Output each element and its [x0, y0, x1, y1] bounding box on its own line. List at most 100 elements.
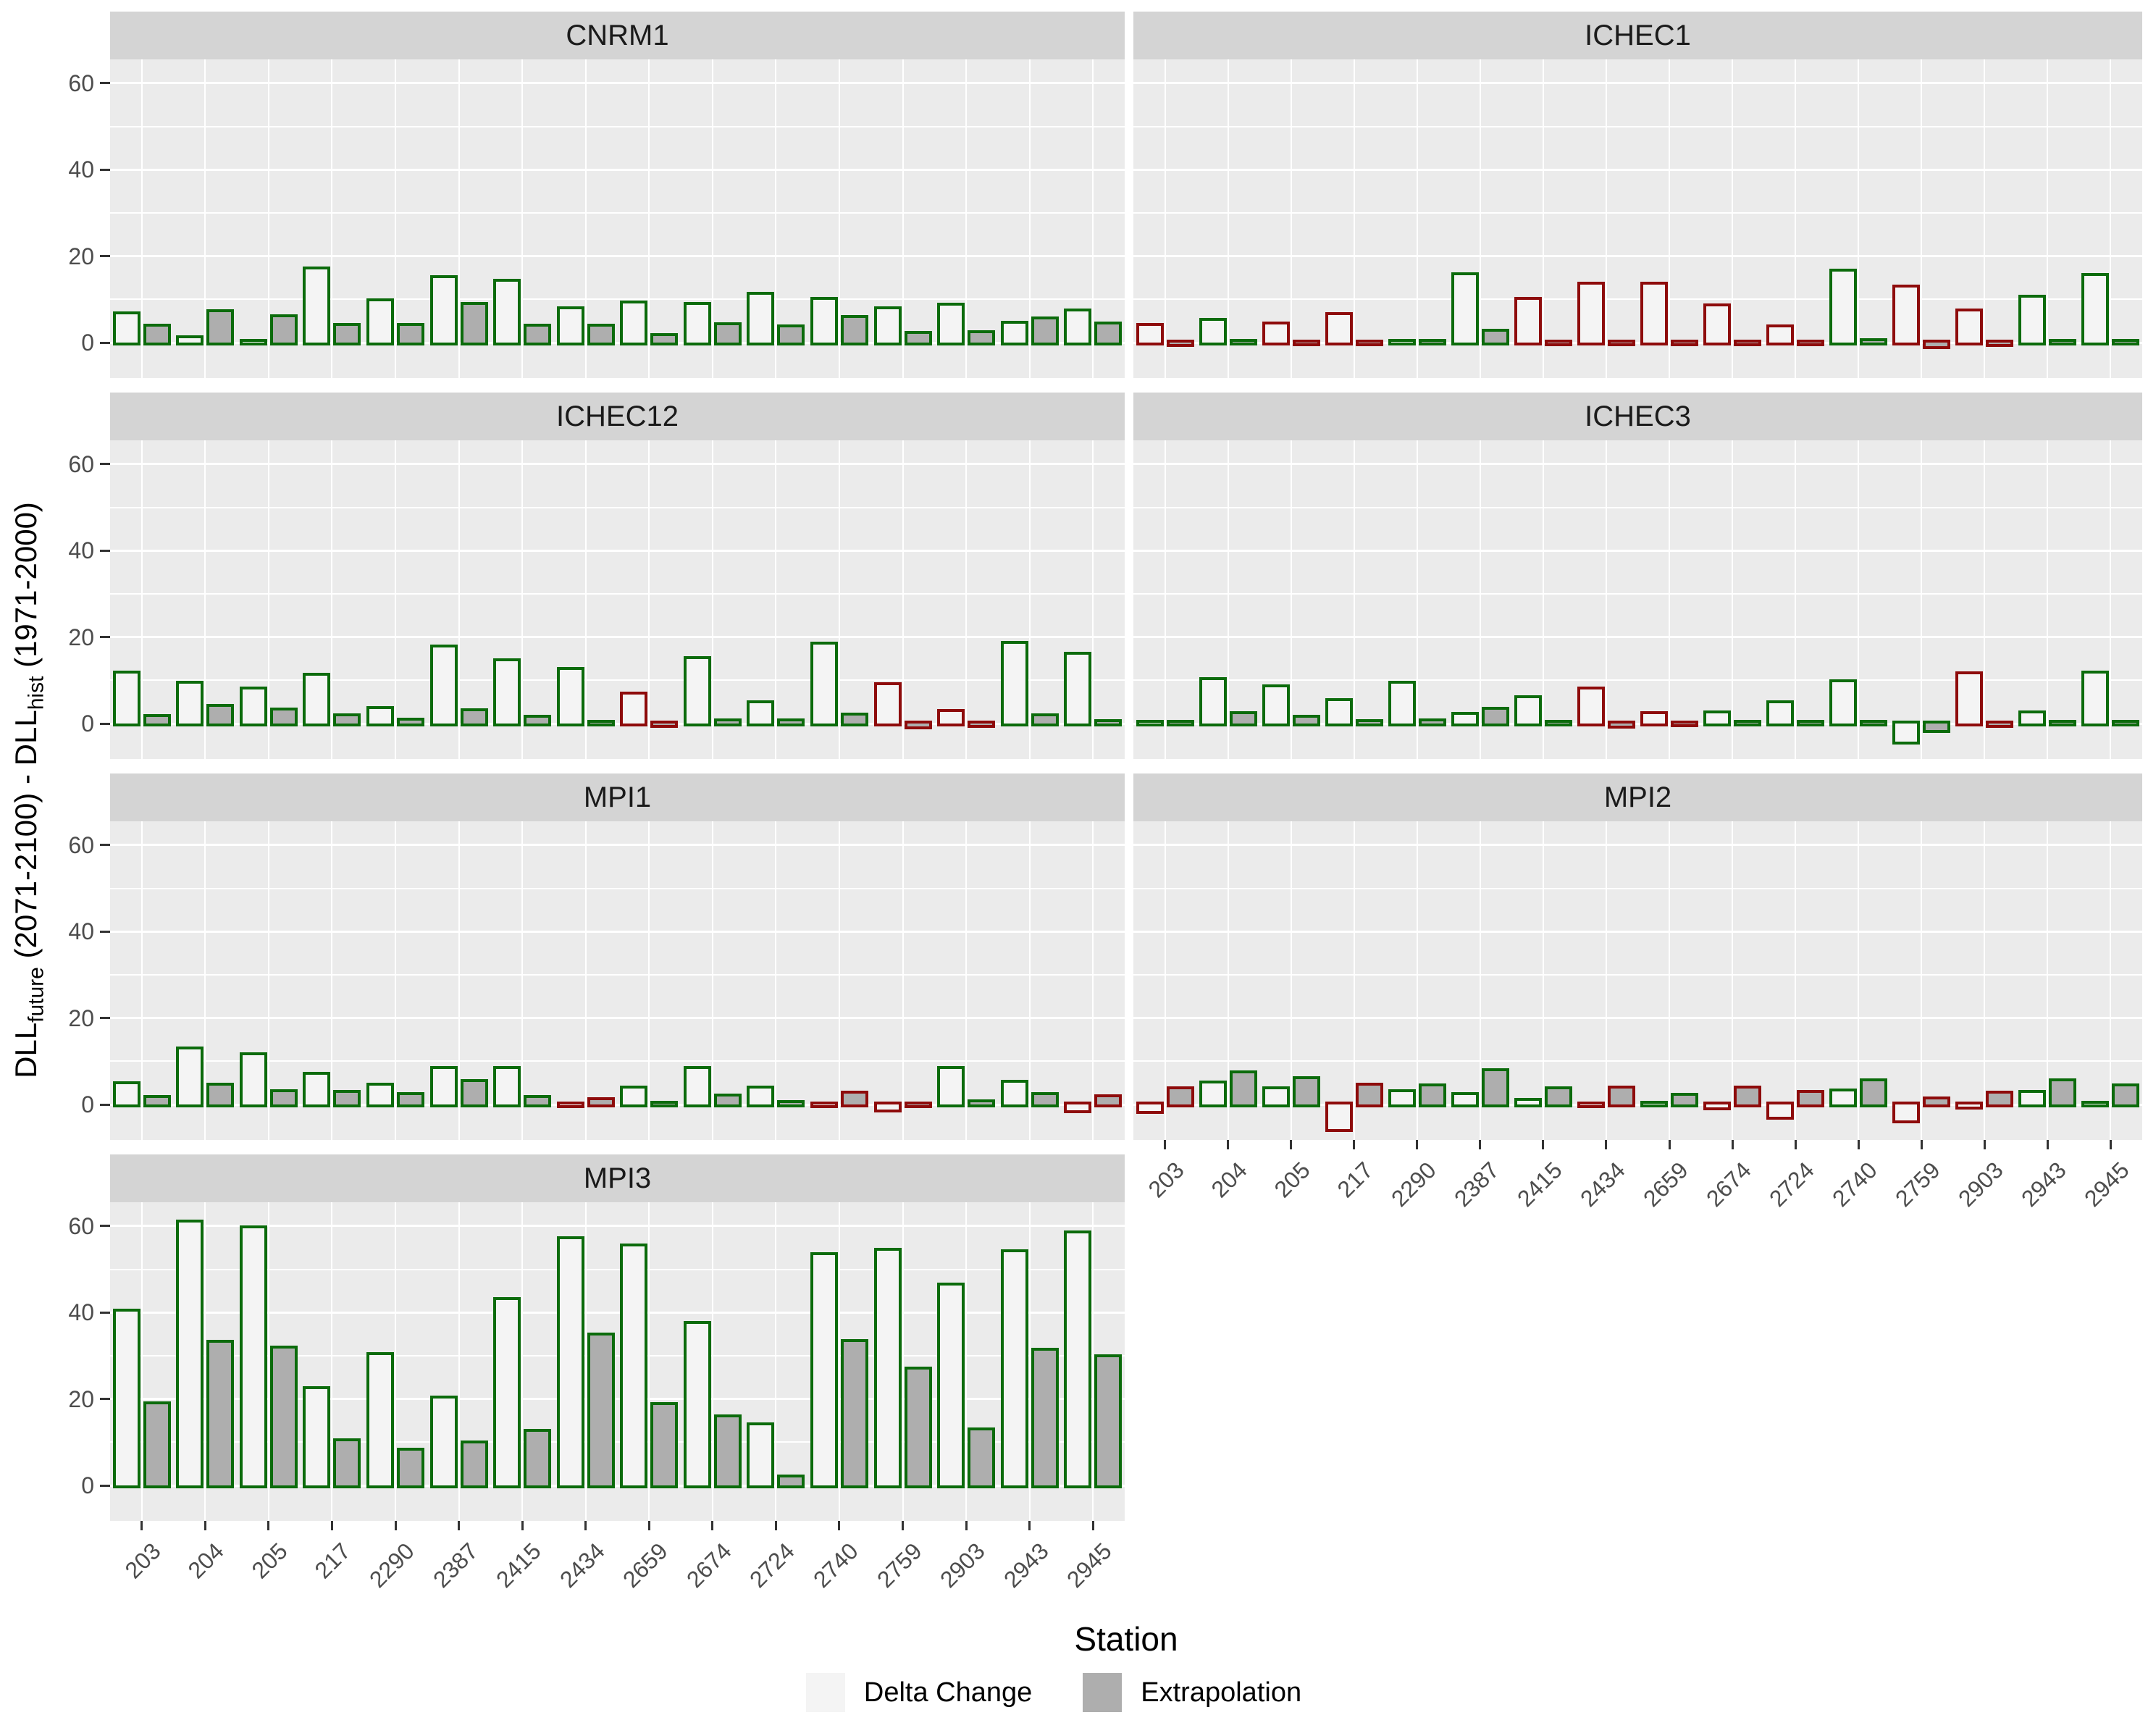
gridline-vertical: [141, 440, 143, 759]
bar-extrap-2415: [1545, 1086, 1572, 1107]
bar-delta-2387: [430, 275, 458, 345]
bar-extrap-203: [1167, 1086, 1194, 1107]
bar-extrap-203: [143, 324, 171, 345]
bar-extrap-2415: [524, 715, 551, 726]
gridline-vertical: [902, 59, 904, 378]
legend: Delta Change Extrapolation: [0, 1673, 2107, 1712]
gridline-vertical: [2110, 821, 2111, 1140]
bar-delta-2674: [684, 302, 711, 345]
gridline-vertical: [204, 1202, 206, 1521]
bar-delta-2903: [937, 709, 965, 726]
bar-delta-217: [303, 1386, 330, 1488]
gridline-major: [1133, 723, 2142, 725]
bar-extrap-205: [270, 708, 298, 726]
y-tick-label: 20: [68, 1005, 94, 1031]
bar-extrap-203: [1167, 720, 1194, 726]
bar-delta-2943: [1001, 1080, 1028, 1107]
bar-extrap-2903: [968, 1427, 995, 1488]
gridline-vertical: [775, 59, 776, 378]
bar-extrap-2759: [905, 1102, 932, 1108]
gridline-vertical: [712, 821, 713, 1140]
bar-delta-204: [176, 1220, 204, 1488]
x-tick: [1669, 1140, 1671, 1149]
bar-extrap-2434: [1608, 721, 1635, 729]
gridline-major: [110, 723, 1125, 725]
gridline-minor: [1133, 212, 2142, 214]
legend-swatch-delta-change: [805, 1673, 845, 1712]
y-tick-label: 40: [68, 918, 94, 944]
gridline-major: [110, 255, 1125, 257]
bar-extrap-2759: [905, 331, 932, 345]
gridline-vertical: [1228, 821, 1229, 1140]
gridline-vertical: [902, 1202, 904, 1521]
gridline-vertical: [458, 59, 460, 378]
gridline-vertical: [1984, 440, 1985, 759]
bar-extrap-217: [333, 1438, 361, 1488]
gridline-vertical: [1354, 59, 1355, 378]
gridline-vertical: [331, 440, 332, 759]
y-tick-label: 60: [68, 832, 94, 858]
y-tick: [100, 636, 110, 638]
gridline-vertical: [648, 1202, 650, 1521]
bar-extrap-2740: [841, 1339, 868, 1488]
x-tick: [1732, 1140, 1734, 1149]
bar-delta-2945: [1064, 1102, 1091, 1113]
bar-extrap-2659: [650, 1101, 678, 1107]
bar-delta-204: [176, 1047, 204, 1107]
gridline-vertical: [1858, 59, 1859, 378]
gridline-minor: [110, 593, 1125, 595]
x-tick: [1227, 1140, 1229, 1149]
gridline-vertical: [1858, 440, 1859, 759]
bar-extrap-2290: [397, 718, 424, 726]
gridline-major: [1133, 1104, 2142, 1106]
gridline-vertical: [585, 440, 587, 759]
bar-extrap-2434: [1608, 1086, 1635, 1107]
bar-delta-217: [1325, 1102, 1353, 1132]
gridline-vertical: [2047, 59, 2048, 378]
facet-title-CNRM1: CNRM1: [566, 19, 669, 51]
bar-delta-2724: [1766, 1102, 1794, 1120]
bar-delta-2945: [1064, 652, 1091, 726]
bar-extrap-2945: [1094, 1094, 1122, 1107]
y-tick-label: 40: [68, 156, 94, 183]
y-tick: [100, 82, 110, 84]
bar-extrap-2724: [777, 324, 805, 345]
x-tick: [521, 1521, 524, 1530]
gridline-vertical: [2047, 440, 2048, 759]
x-tick: [1028, 1521, 1031, 1530]
gridline-minor: [1133, 593, 2142, 595]
gridline-vertical: [2110, 59, 2111, 378]
bar-extrap-205: [270, 1346, 298, 1488]
bar-extrap-2434: [587, 1097, 615, 1107]
bar-delta-2674: [684, 656, 711, 726]
gridline-vertical: [1795, 821, 1796, 1140]
bar-delta-2290: [1388, 681, 1416, 726]
gridline-vertical: [1669, 440, 1670, 759]
bar-extrap-2945: [2112, 1083, 2139, 1107]
gridline-vertical: [1291, 59, 1292, 378]
bar-delta-2387: [430, 1396, 458, 1488]
bar-extrap-2943: [2049, 720, 2076, 726]
gridline-vertical: [395, 440, 396, 759]
gridline-vertical: [1029, 1202, 1031, 1521]
bar-extrap-204: [1230, 1070, 1257, 1107]
gridline-minor: [1133, 888, 2142, 889]
bar-extrap-203: [143, 714, 171, 726]
bar-delta-2945: [1064, 309, 1091, 345]
bar-extrap-2434: [587, 324, 615, 345]
bar-delta-2290: [366, 1352, 394, 1488]
bar-extrap-2415: [524, 1095, 551, 1107]
gridline-vertical: [1165, 821, 1166, 1140]
gridline-major: [110, 82, 1125, 84]
bar-delta-2945: [2081, 273, 2109, 345]
gridline-vertical: [1417, 59, 1418, 378]
gridline-vertical: [1291, 440, 1292, 759]
y-tick: [100, 1104, 110, 1106]
bar-delta-203: [1136, 720, 1164, 726]
bar-delta-2943: [1001, 321, 1028, 345]
y-tick-label: 20: [68, 1386, 94, 1412]
gridline-vertical: [839, 59, 840, 378]
gridline-vertical: [395, 1202, 396, 1521]
x-tick: [1858, 1140, 1860, 1149]
x-tick: [902, 1521, 904, 1530]
